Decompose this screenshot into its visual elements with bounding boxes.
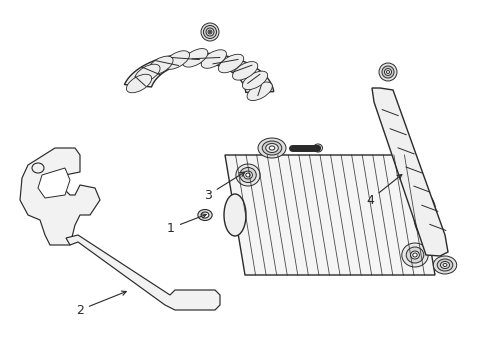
- Ellipse shape: [201, 23, 219, 41]
- Ellipse shape: [135, 64, 160, 83]
- Ellipse shape: [437, 259, 453, 271]
- Text: 3: 3: [204, 172, 245, 202]
- Ellipse shape: [208, 30, 212, 34]
- Ellipse shape: [183, 49, 208, 67]
- Polygon shape: [20, 148, 100, 245]
- Ellipse shape: [148, 56, 173, 75]
- Ellipse shape: [262, 141, 282, 155]
- Polygon shape: [66, 235, 220, 310]
- Ellipse shape: [126, 74, 151, 93]
- Ellipse shape: [258, 138, 286, 158]
- Ellipse shape: [219, 54, 244, 73]
- Text: 2: 2: [76, 291, 126, 316]
- Ellipse shape: [164, 51, 190, 69]
- Ellipse shape: [413, 253, 417, 257]
- Ellipse shape: [411, 251, 419, 259]
- Ellipse shape: [236, 164, 260, 186]
- Ellipse shape: [243, 71, 268, 90]
- Ellipse shape: [316, 146, 320, 150]
- Ellipse shape: [240, 167, 256, 183]
- Ellipse shape: [244, 171, 252, 179]
- Ellipse shape: [441, 261, 449, 269]
- Text: 4: 4: [366, 175, 402, 207]
- Ellipse shape: [269, 146, 275, 150]
- Polygon shape: [38, 168, 70, 198]
- Ellipse shape: [201, 50, 226, 68]
- Ellipse shape: [224, 194, 246, 236]
- Text: 1: 1: [167, 214, 206, 234]
- Ellipse shape: [382, 66, 394, 78]
- Ellipse shape: [402, 243, 428, 267]
- Ellipse shape: [246, 173, 250, 177]
- Ellipse shape: [198, 210, 212, 220]
- Ellipse shape: [201, 212, 209, 218]
- Ellipse shape: [314, 144, 322, 152]
- Ellipse shape: [414, 194, 436, 236]
- Ellipse shape: [406, 247, 424, 263]
- Ellipse shape: [203, 26, 217, 39]
- Ellipse shape: [233, 62, 258, 80]
- Ellipse shape: [387, 71, 390, 73]
- Ellipse shape: [379, 63, 397, 81]
- Ellipse shape: [385, 68, 392, 76]
- Polygon shape: [372, 88, 448, 256]
- Ellipse shape: [209, 31, 211, 33]
- Ellipse shape: [206, 28, 214, 36]
- Ellipse shape: [266, 144, 278, 153]
- Ellipse shape: [433, 256, 457, 274]
- Ellipse shape: [443, 264, 447, 266]
- Ellipse shape: [247, 82, 272, 100]
- Polygon shape: [225, 155, 435, 275]
- Polygon shape: [124, 53, 274, 93]
